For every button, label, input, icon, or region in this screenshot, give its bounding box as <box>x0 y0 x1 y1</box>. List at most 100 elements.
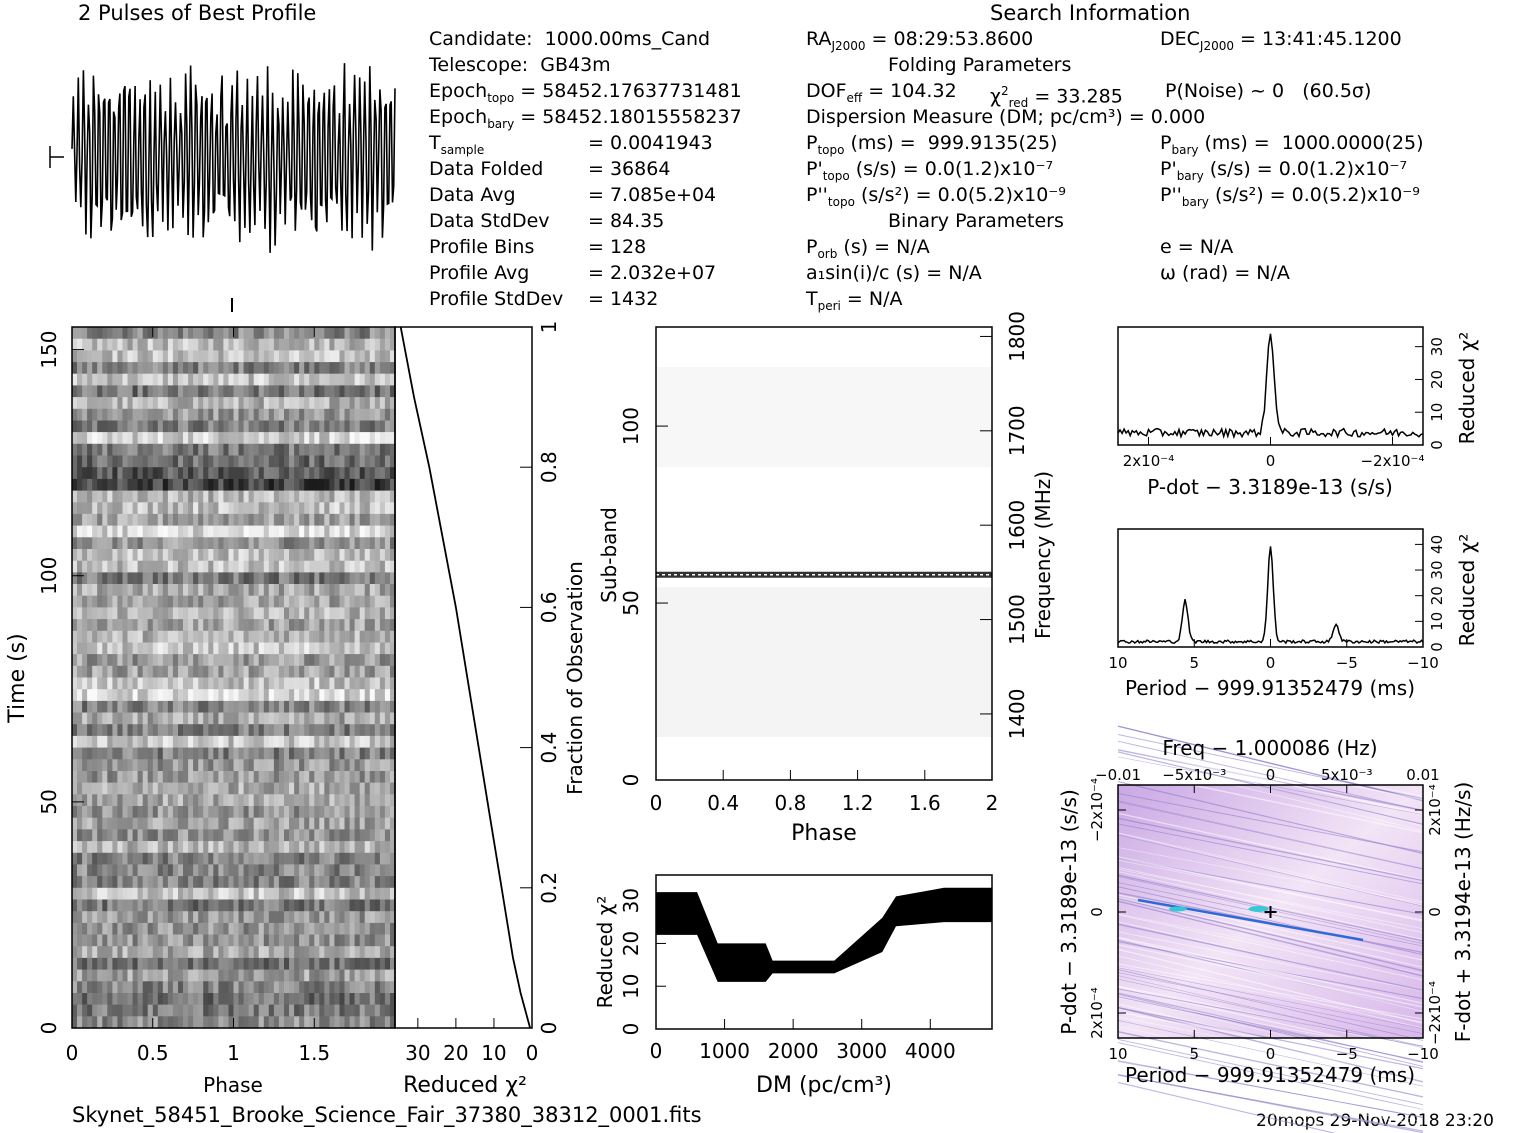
time-phase-cell <box>193 619 199 632</box>
time-phase-cell <box>344 513 351 527</box>
time-phase-cell <box>223 747 229 760</box>
time-phase-cell <box>77 642 83 655</box>
time-phase-cell <box>268 478 275 492</box>
time-phase-cell <box>132 327 139 340</box>
time-phase-cell <box>390 630 396 644</box>
time-phase-cell <box>228 771 235 784</box>
time-phase-cell <box>294 712 300 725</box>
time-phase-cell <box>304 887 310 901</box>
a1-info: a₁sin(i)/c (s) = N/A <box>806 262 982 284</box>
time-phase-cell <box>349 478 356 492</box>
time-phase-cell <box>233 911 240 924</box>
time-phase-cell <box>233 490 240 503</box>
time-phase-cell <box>142 408 149 422</box>
time-phase-cell <box>188 549 194 562</box>
time-phase-cell <box>223 455 229 468</box>
time-phase-cell <box>289 373 295 386</box>
time-phase-cell <box>167 327 174 340</box>
time-phase-cell <box>72 852 78 866</box>
time-phase-cell <box>233 852 240 866</box>
time-phase-cell <box>379 397 386 410</box>
time-phase-cell <box>263 502 270 515</box>
time-phase-cell <box>172 478 179 492</box>
time-phase-cell <box>384 700 391 714</box>
time-phase-cell <box>97 841 103 854</box>
time-phase-cell <box>309 525 315 538</box>
time-phase-cell <box>324 572 330 585</box>
time-phase-cell <box>233 794 240 807</box>
time-phase-cell <box>278 724 285 737</box>
time-phase-cell <box>263 432 270 445</box>
time-phase-cell <box>243 782 250 795</box>
time-phase-cell <box>339 467 346 480</box>
time-phase-cell <box>172 794 179 807</box>
time-phase-cell <box>314 338 320 351</box>
time-phase-cell <box>248 467 255 480</box>
time-phase-cell <box>344 993 351 1006</box>
time-phase-cell <box>248 537 255 550</box>
time-phase-cell <box>299 373 305 386</box>
time-phase-cell <box>223 350 229 363</box>
time-phase-cell <box>208 759 214 772</box>
time-phase-cell <box>304 911 310 924</box>
time-phase-cell <box>228 572 235 585</box>
time-phase-cell <box>87 455 93 468</box>
time-phase-cell <box>344 420 351 433</box>
time-phase-cell <box>243 478 250 492</box>
time-phase-cell <box>278 665 285 679</box>
time-phase-cell <box>258 887 265 901</box>
time-phase-cell <box>157 922 164 936</box>
time-phase-cell <box>258 922 265 936</box>
time-phase-cell <box>278 607 285 620</box>
time-phase-cell <box>359 689 366 702</box>
time-phase-cell <box>167 724 174 737</box>
time-phase-cell <box>117 665 123 679</box>
time-phase-cell <box>82 759 88 772</box>
time-phase-cell <box>299 957 305 971</box>
profile-title: 2 Pulses of Best Profile <box>78 1 317 25</box>
time-phase-cell <box>183 373 189 386</box>
time-phase-cell <box>238 338 245 351</box>
time-phase-cell <box>162 969 169 982</box>
time-phase-cell <box>344 829 351 842</box>
time-phase-cell <box>339 385 346 398</box>
time-phase-cell <box>193 1004 199 1017</box>
time-phase-cell <box>294 724 300 737</box>
time-phase-cell <box>284 420 290 433</box>
time-phase-cell <box>238 876 245 889</box>
time-phase-cell <box>278 537 285 550</box>
time-phase-cell <box>243 385 250 398</box>
time-phase-cell <box>384 794 391 807</box>
time-phase-cell <box>299 397 305 410</box>
time-phase-cell <box>294 747 300 760</box>
time-phase-cell <box>117 876 123 889</box>
time-phase-cell <box>329 362 335 375</box>
time-phase-cell <box>142 373 149 386</box>
time-phase-cell <box>203 455 209 468</box>
time-phase-cell <box>218 759 224 772</box>
time-phase-cell <box>334 794 340 807</box>
time-phase-cell <box>82 747 88 760</box>
time-phase-cell <box>188 560 194 573</box>
time-phase-cell <box>178 443 184 457</box>
time-phase-cell <box>384 385 391 398</box>
time-phase-cell <box>172 654 179 667</box>
time-phase-cell <box>152 747 159 760</box>
time-phase-cell <box>349 712 356 725</box>
time-phase-cell <box>334 957 340 971</box>
chi2-period-ylabel: Reduced χ² <box>1455 534 1479 647</box>
time-phase-cell <box>132 957 139 971</box>
time-phase-cell <box>284 852 290 866</box>
time-phase-cell <box>334 595 340 608</box>
ppd-streak <box>1117 1047 1424 1111</box>
time-phase-cell <box>248 373 255 386</box>
time-phase-cell <box>167 572 174 585</box>
ppd-streak <box>1117 900 1424 977</box>
time-phase-cell <box>233 572 240 585</box>
time-phase-cell <box>273 969 280 982</box>
time-phase-cell <box>92 654 98 667</box>
time-phase-cell <box>87 619 93 632</box>
time-phase-cell <box>178 420 184 433</box>
time-phase-cell <box>253 759 260 772</box>
time-phase-cell <box>334 513 340 527</box>
